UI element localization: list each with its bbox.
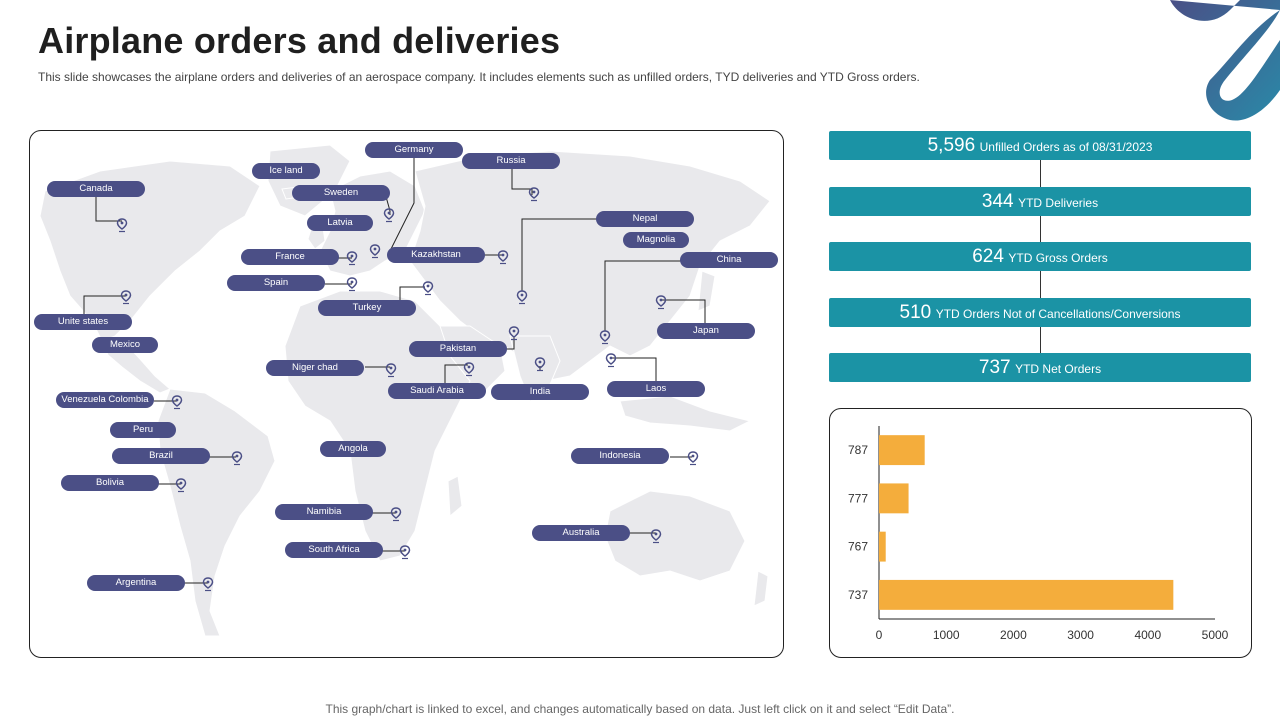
location-pin-icon[interactable] xyxy=(528,187,540,202)
location-pin-icon[interactable] xyxy=(116,218,128,233)
stat-label: YTD Orders Not of Cancellations/Conversi… xyxy=(935,307,1181,321)
location-pin-icon[interactable] xyxy=(399,545,411,560)
bar-777 xyxy=(879,483,909,514)
x-tick-label: 2000 xyxy=(1000,628,1027,642)
location-label-china[interactable]: China xyxy=(680,252,778,268)
location-label-spain[interactable]: Spain xyxy=(227,275,325,291)
x-tick-label: 3000 xyxy=(1067,628,1094,642)
stat-ytd-deliveries: 344 YTD Deliveries xyxy=(829,187,1251,216)
y-tick-label: 737 xyxy=(848,588,868,602)
location-label-brazil[interactable]: Brazil xyxy=(112,448,210,464)
x-tick-label: 4000 xyxy=(1134,628,1161,642)
stat-unfilled-orders: 5,596 Unfilled Orders as of 08/31/2023 xyxy=(829,131,1251,160)
location-label-bolivia[interactable]: Bolivia xyxy=(61,475,159,491)
bar-737 xyxy=(879,579,1174,610)
location-label-mexico[interactable]: Mexico xyxy=(92,337,158,353)
bar-767 xyxy=(879,531,886,562)
location-pin-icon[interactable] xyxy=(605,353,617,368)
location-label-germany[interactable]: Germany xyxy=(365,142,463,158)
location-label-venezuela-colombia[interactable]: Venezuela Colombia xyxy=(56,392,154,408)
location-label-australia[interactable]: Australia xyxy=(532,525,630,541)
location-pin-icon[interactable] xyxy=(390,507,402,522)
stat-label: YTD Net Orders xyxy=(1015,362,1102,376)
location-label-russia[interactable]: Russia xyxy=(462,153,560,169)
location-label-niger-chad[interactable]: Niger chad xyxy=(266,360,364,376)
location-pin-icon[interactable] xyxy=(534,357,546,372)
location-pin-icon[interactable] xyxy=(202,577,214,592)
stat-label: YTD Deliveries xyxy=(1018,196,1099,210)
stat-value: 624 xyxy=(972,246,1004,267)
location-pin-icon[interactable] xyxy=(385,363,397,378)
location-pin-icon[interactable] xyxy=(650,529,662,544)
location-pin-icon[interactable] xyxy=(346,277,358,292)
location-pin-icon[interactable] xyxy=(508,326,520,341)
location-pin-icon[interactable] xyxy=(231,451,243,466)
page-subtitle: This slide showcases the airplane orders… xyxy=(38,70,920,84)
decorative-swoosh xyxy=(1170,0,1280,121)
location-label-south-africa[interactable]: South Africa xyxy=(285,542,383,558)
bar-chart-panel: 787 777 767 737 0 1000 2000 3000 4000 5000 xyxy=(829,408,1252,658)
stat-value: 737 xyxy=(978,357,1011,378)
world-map-panel: Germany Russia Ice land Canada Sweden La… xyxy=(29,130,784,658)
stat-ytd-gross-orders: 624 YTD Gross Orders xyxy=(829,242,1251,271)
location-pin-icon[interactable] xyxy=(175,478,187,493)
page-title: Airplane orders and deliveries xyxy=(38,20,561,61)
location-label-india[interactable]: India xyxy=(491,384,589,400)
stat-label: Unfilled Orders as of 08/31/2023 xyxy=(979,140,1153,154)
location-label-nepal[interactable]: Nepal xyxy=(596,211,694,227)
location-label-laos[interactable]: Laos xyxy=(607,381,705,397)
location-label-united-states[interactable]: Unite states xyxy=(34,314,132,330)
location-label-turkey[interactable]: Turkey xyxy=(318,300,416,316)
location-pin-icon[interactable] xyxy=(422,281,434,296)
location-label-sweden[interactable]: Sweden xyxy=(292,185,390,201)
location-label-saudi-arabia[interactable]: Saudi Arabia xyxy=(388,383,486,399)
x-tick-label: 0 xyxy=(876,628,883,642)
x-tick-label: 5000 xyxy=(1202,628,1229,642)
bar-chart: 787 777 767 737 0 1000 2000 3000 4000 5000 xyxy=(848,426,1229,642)
location-label-pakistan[interactable]: Pakistan xyxy=(409,341,507,357)
location-pin-icon[interactable] xyxy=(516,290,528,305)
location-label-iceland[interactable]: Ice land xyxy=(252,163,320,179)
location-label-magnolia[interactable]: Magnolia xyxy=(623,232,689,248)
location-label-latvia[interactable]: Latvia xyxy=(307,215,373,231)
location-pin-icon[interactable] xyxy=(383,208,395,223)
location-pin-icon[interactable] xyxy=(497,250,509,265)
location-label-argentina[interactable]: Argentina xyxy=(87,575,185,591)
location-pin-icon[interactable] xyxy=(120,290,132,305)
location-label-namibia[interactable]: Namibia xyxy=(275,504,373,520)
location-label-japan[interactable]: Japan xyxy=(657,323,755,339)
location-pin-icon[interactable] xyxy=(369,244,381,259)
location-pin-icon[interactable] xyxy=(463,362,475,377)
y-tick-label: 767 xyxy=(848,540,868,554)
y-tick-label: 777 xyxy=(848,491,868,505)
location-label-peru[interactable]: Peru xyxy=(110,422,176,438)
stat-ytd-net-orders: 737 YTD Net Orders xyxy=(829,353,1251,382)
footer-note: This graph/chart is linked to excel, and… xyxy=(325,702,955,716)
location-pin-icon[interactable] xyxy=(655,295,667,310)
location-pin-icon[interactable] xyxy=(599,330,611,345)
location-pin-icon[interactable] xyxy=(346,251,358,266)
stat-ytd-orders-net-cancellations: 510 YTD Orders Not of Cancellations/Conv… xyxy=(829,298,1251,327)
location-label-kazakhstan[interactable]: Kazakhstan xyxy=(387,247,485,263)
location-pin-icon[interactable] xyxy=(171,395,183,410)
stat-value: 344 xyxy=(981,191,1014,212)
bar-787 xyxy=(879,435,925,466)
location-label-canada[interactable]: Canada xyxy=(47,181,145,197)
stat-label: YTD Gross Orders xyxy=(1008,251,1108,265)
x-tick-label: 1000 xyxy=(933,628,960,642)
location-label-angola[interactable]: Angola xyxy=(320,441,386,457)
location-pin-icon[interactable] xyxy=(687,451,699,466)
location-label-france[interactable]: France xyxy=(241,249,339,265)
stat-value: 5,596 xyxy=(927,135,976,156)
y-tick-label: 787 xyxy=(848,443,868,457)
stat-value: 510 xyxy=(899,302,932,323)
location-label-indonesia[interactable]: Indonesia xyxy=(571,448,669,464)
